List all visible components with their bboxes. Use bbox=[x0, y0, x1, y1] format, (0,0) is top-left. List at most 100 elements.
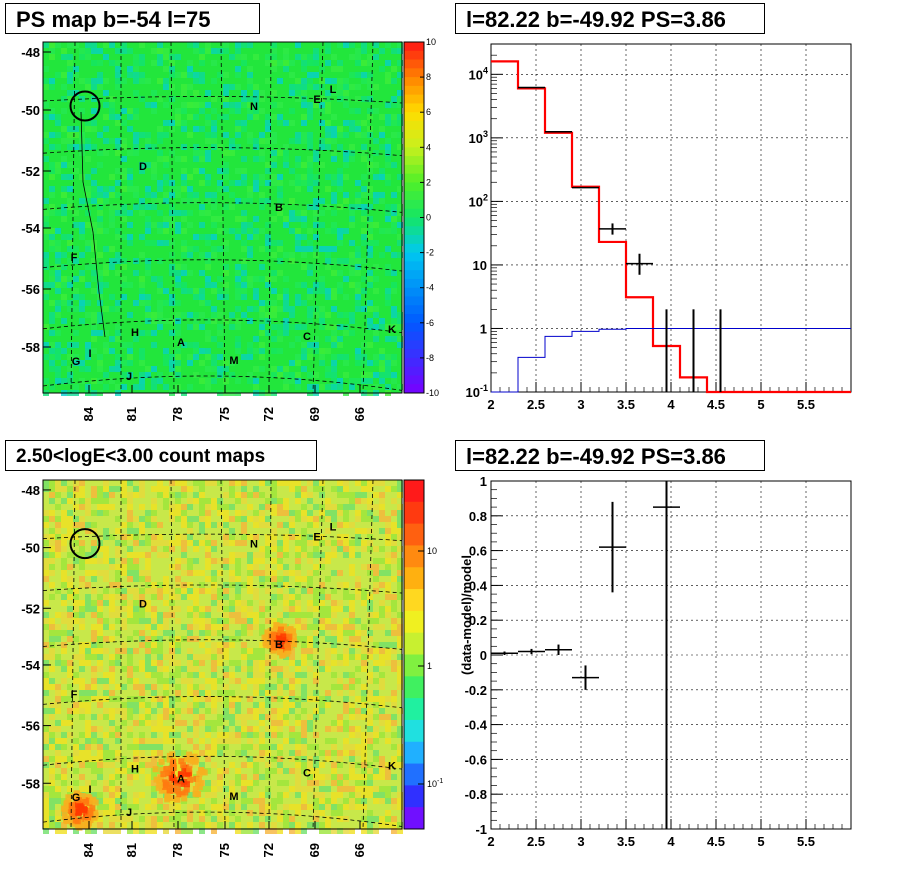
count-map-source-label-f: F bbox=[71, 689, 78, 701]
ps-map-longitude-line bbox=[220, 41, 226, 394]
ps-colorbar-tick-label: -2 bbox=[426, 248, 434, 258]
count-map-source-label-c: C bbox=[303, 767, 311, 779]
residual-data-point bbox=[518, 648, 545, 655]
spectrum-series-1 bbox=[491, 327, 851, 393]
count-map-x-tick-label: 81 bbox=[124, 843, 139, 857]
ps-map-source-label-c: C bbox=[303, 331, 311, 343]
ps-colorbar-cell bbox=[404, 191, 424, 201]
ps-map-y-tick-label: -48 bbox=[21, 45, 40, 60]
spectrum-data-point bbox=[599, 223, 626, 235]
ps-map-source-label-j: J bbox=[126, 371, 132, 383]
residual-x-tick-label: 2 bbox=[487, 834, 494, 849]
ps-colorbar-cell bbox=[404, 357, 424, 368]
ps-colorbar-cell bbox=[404, 375, 424, 385]
ps-colorbar-cell bbox=[404, 120, 424, 131]
ps-colorbar-tick-label: 0 bbox=[426, 213, 431, 223]
ps-map-y-tick-label: -58 bbox=[21, 340, 40, 355]
ps-map-source-label-l: L bbox=[330, 84, 337, 96]
residual-y-tick-label: -1 bbox=[475, 822, 487, 837]
count-map-source-label-k: K bbox=[388, 760, 396, 772]
count-map-longitude-line bbox=[312, 479, 324, 830]
ps-colorbar-cell bbox=[404, 94, 424, 104]
spectrum-x-tick-label: 4.5 bbox=[707, 397, 725, 412]
residual-y-tick-label: 0.4 bbox=[469, 578, 488, 593]
ps-map-source-label-k: K bbox=[388, 324, 396, 336]
count-map-title: 2.50<logE<3.00 count maps bbox=[5, 440, 317, 471]
ps-map-longitude-line bbox=[70, 41, 76, 394]
residual-y-tick-label: 0 bbox=[480, 648, 487, 663]
ps-colorbar-tick-label: 2 bbox=[426, 177, 431, 187]
ps-map-contour-line bbox=[80, 111, 106, 338]
ps-colorbar-cell bbox=[404, 366, 424, 376]
ps-colorbar-cell bbox=[404, 59, 424, 69]
residual-title: l=82.22 b=-49.92 PS=3.86 bbox=[455, 440, 765, 471]
ps-map-source-label-a: A bbox=[177, 337, 185, 349]
ps-colorbar-cell bbox=[404, 322, 424, 333]
ps-colorbar-cell bbox=[404, 42, 424, 52]
count-map-latitude-line bbox=[42, 811, 403, 827]
count-map-source-label-i: I bbox=[88, 784, 91, 796]
spectrum-y-tick-label: 10 bbox=[473, 258, 487, 273]
residual-y-tick-label: 0.2 bbox=[469, 613, 487, 628]
count-colorbar-cell bbox=[404, 654, 424, 677]
ps-map-x-tick-label: 81 bbox=[124, 407, 139, 421]
residual-y-tick-label: 0.8 bbox=[469, 509, 487, 524]
count-map-y-tick-label: -48 bbox=[21, 483, 40, 498]
spectrum-x-tick-label: 3.5 bbox=[617, 397, 635, 412]
ps-colorbar-cell bbox=[404, 235, 424, 245]
ps-map-source-label-m: M bbox=[229, 355, 238, 367]
ps-colorbar-cell bbox=[404, 243, 424, 254]
ps-colorbar-cell bbox=[404, 287, 424, 297]
count-map-latitude-line bbox=[42, 533, 403, 542]
ps-colorbar-cell bbox=[404, 164, 424, 175]
ps-colorbar-cell bbox=[404, 129, 424, 140]
count-map-x-tick-label: 75 bbox=[217, 843, 232, 857]
spectrum-y-tick-label: 103 bbox=[469, 129, 488, 146]
ps-colorbar-cell bbox=[404, 112, 424, 122]
count-map-y-tick-label: -52 bbox=[21, 601, 40, 616]
count-colorbar-cell bbox=[404, 698, 424, 721]
ps-colorbar-tick-label: -8 bbox=[426, 353, 434, 363]
spectrum-plot bbox=[490, 43, 852, 394]
ps-colorbar-cell bbox=[404, 77, 424, 87]
count-map-longitude-line bbox=[220, 479, 226, 830]
ps-colorbar-cell bbox=[404, 349, 424, 359]
count-map-x-tick-label: 69 bbox=[307, 843, 322, 857]
count-colorbar-tick-label: 10 bbox=[427, 546, 437, 556]
ps-map-x-tick-label: 78 bbox=[170, 407, 185, 421]
ps-map-source-label-n: N bbox=[250, 101, 258, 113]
count-colorbar-cell bbox=[404, 589, 424, 612]
ps-colorbar-cell bbox=[404, 296, 424, 306]
count-map-longitude-line bbox=[70, 479, 76, 830]
spectrum-x-tick-label: 4 bbox=[667, 397, 675, 412]
count-map-source-label-j: J bbox=[126, 807, 132, 819]
count-colorbar-tick-label: 10-1 bbox=[427, 778, 443, 789]
ps-map-latitude-line bbox=[42, 375, 403, 391]
ps-map-y-tick-label: -52 bbox=[21, 164, 40, 179]
residual-y-tick-label: 1 bbox=[480, 474, 487, 489]
ps-colorbar-cell bbox=[404, 182, 424, 192]
ps-colorbar-cell bbox=[404, 50, 424, 61]
count-colorbar-cell bbox=[404, 480, 424, 503]
count-map-source-label-b: B bbox=[275, 639, 283, 651]
ps-map-source-label-h: H bbox=[131, 327, 139, 339]
count-colorbar-cell bbox=[404, 785, 424, 808]
count-colorbar: 10-1 bbox=[403, 479, 443, 830]
spectrum-data-point bbox=[626, 253, 653, 275]
ps-map-source-label-b: B bbox=[275, 202, 283, 214]
ps-colorbar-tick-label: 6 bbox=[426, 107, 431, 117]
count-map-pixels bbox=[43, 480, 403, 834]
ps-colorbar-cell bbox=[404, 138, 424, 148]
ps-map-longitude-line bbox=[312, 41, 324, 394]
residual-y-tick-label: -0.6 bbox=[465, 752, 487, 767]
count-map-source-label-a: A bbox=[177, 773, 185, 785]
count-map-longitude-line bbox=[362, 479, 374, 830]
ps-colorbar-tick-label: 10 bbox=[426, 37, 436, 47]
ps-map-title: PS map b=-54 l=75 bbox=[5, 3, 260, 34]
ps-colorbar-tick-label: 4 bbox=[426, 142, 431, 152]
residual-y-axis-label: (data-model)/model bbox=[459, 555, 474, 675]
ps-colorbar-cell bbox=[404, 68, 424, 78]
ps-colorbar-cell bbox=[404, 261, 424, 271]
ps-map-x-tick-label: 72 bbox=[261, 407, 276, 421]
